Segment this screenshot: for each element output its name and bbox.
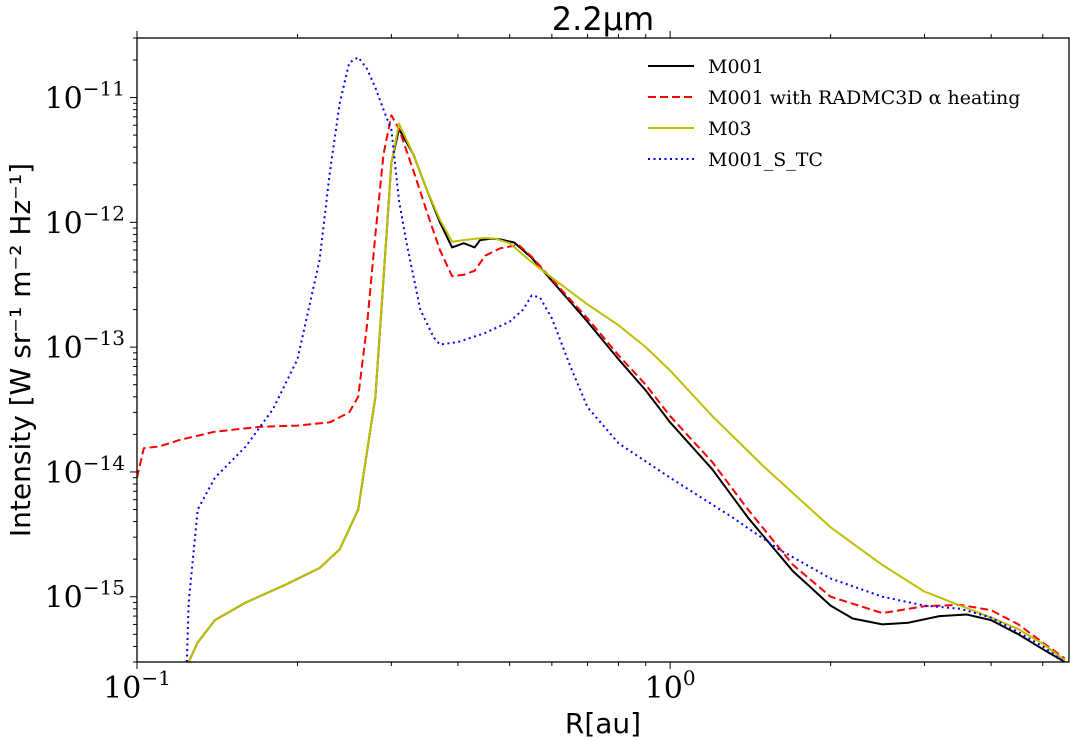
legend-label-2: M03 bbox=[708, 118, 752, 140]
y-tick-label: 10−14 bbox=[45, 451, 125, 491]
series-line-0 bbox=[187, 128, 1066, 662]
legend-label-1: M001 with RADMC3D α heating bbox=[708, 87, 1020, 109]
ticks-layer bbox=[130, 31, 1044, 669]
x-axis-label: R[au] bbox=[565, 707, 641, 740]
y-axis-label: Intensity [W sr⁻¹ m⁻² Hz⁻¹] bbox=[4, 163, 37, 537]
x-tick-label: 100 bbox=[645, 666, 696, 706]
legend-label-0: M001 bbox=[708, 56, 764, 78]
series-line-2 bbox=[187, 122, 1066, 662]
series-line-1 bbox=[137, 114, 1066, 660]
legend: M001 M001 with RADMC3D α heating M03 M001_S… bbox=[648, 56, 1020, 171]
y-tick-label: 10−15 bbox=[45, 576, 125, 616]
x-tick-label: 10−1 bbox=[103, 666, 171, 706]
y-tick-label: 10−12 bbox=[45, 201, 125, 241]
legend-label-3: M001_S_TC bbox=[708, 149, 823, 171]
series-layer bbox=[137, 56, 1066, 662]
y-tick-label: 10−11 bbox=[45, 77, 125, 117]
y-tick-label: 10−13 bbox=[45, 326, 125, 366]
plot-frame bbox=[136, 37, 1070, 663]
series-line-3 bbox=[185, 56, 1066, 662]
tick-labels-layer: 10−1 100 10−15 10−14 10−13 10−12 10−11 bbox=[45, 77, 696, 706]
chart-title: 2.2µm bbox=[552, 0, 654, 38]
